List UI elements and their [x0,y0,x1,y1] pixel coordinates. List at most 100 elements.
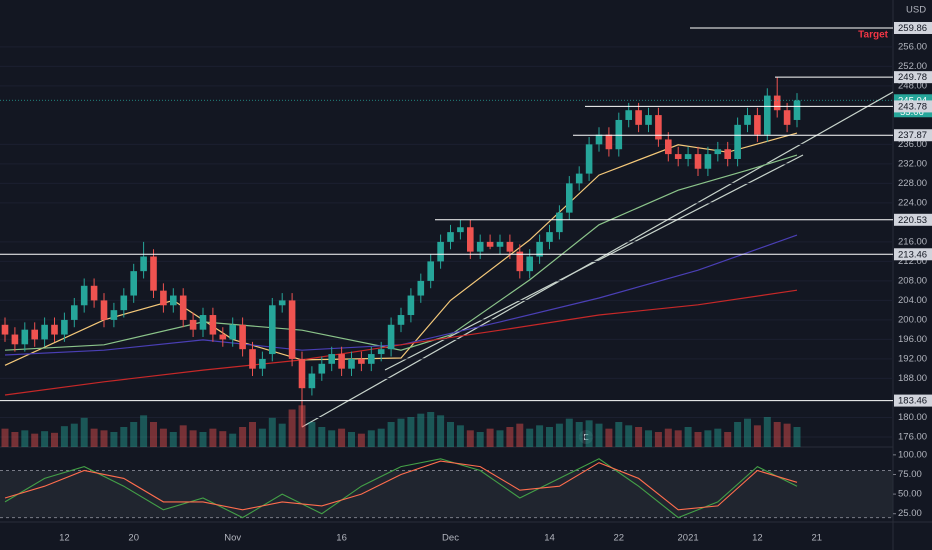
y-tick-label: 248.00 [898,80,927,91]
volume-bar [377,428,385,447]
volume-bar [674,430,682,447]
candle-body [476,241,484,252]
candle-body [516,251,524,272]
volume-bar [793,427,801,447]
volume-bar [120,427,128,447]
volume-bar [258,428,266,447]
candle-body [447,232,454,242]
candle-body [150,256,157,291]
volume-bar [328,430,336,447]
candle-body [427,261,434,281]
y-tick-label: 180.00 [898,412,927,423]
volume-bar [229,433,237,447]
volume-bar [189,430,197,447]
volume-bar [100,430,108,447]
level-label: 249.78 [898,72,927,83]
candle-body [179,295,187,320]
candle-body [61,319,68,335]
level-label: 213.46 [898,249,927,260]
candle-body [635,110,642,125]
volume-bar [496,430,504,447]
candle-body [130,271,137,296]
volume-bar [744,418,751,447]
candle-body [704,154,712,169]
volume-bar [130,422,138,447]
candle-body [41,324,48,340]
x-tick-label: Nov [224,533,241,544]
level-label-box [894,248,932,261]
volume-bar [605,428,613,447]
level-label: 243.78 [898,101,927,112]
moving-average [4,289,798,396]
volume-bar [357,433,365,447]
candle-body [90,285,98,301]
level-label-box [894,100,932,113]
candle-body [764,95,771,135]
candle-body [486,241,494,247]
candle-body [457,227,464,233]
y-tick-label: 192.00 [898,353,927,364]
volume-bar [1,428,9,447]
candle-body [298,358,306,389]
candle-body [377,349,385,355]
volume-bar [536,425,544,447]
candle-body [358,358,365,364]
y-tick-label: 212.00 [898,256,927,267]
volume-bar [51,432,58,447]
candle-body [585,144,593,174]
y-tick-label: 188.00 [898,373,927,384]
candle-body [546,232,553,242]
volume-bar [615,422,623,447]
candle-body [734,124,741,159]
x-tick-label: 2021 [678,533,699,544]
stoch-tick-label: 100.00 [898,449,927,460]
candle-body [526,256,533,272]
volume-bar [427,412,435,447]
y-tick-label: 176.00 [898,431,927,442]
candle-body [368,354,375,364]
volume-bar [268,417,276,447]
volume-bar [645,430,652,447]
candle-body [397,315,405,325]
volume-bar [476,432,484,447]
volume-bar [199,432,207,447]
x-tick-label: Dec [442,533,459,544]
volume-bar [734,422,742,447]
volume-bar [486,428,494,447]
level-label: 220.53 [898,215,927,226]
volume-bar [31,433,39,447]
x-tick-label: 16 [336,533,347,544]
volume-bar [664,428,672,447]
level-label-box [894,71,932,84]
volume-bar [704,430,712,447]
volume-bar [546,427,553,447]
level-label: 183.46 [898,396,927,407]
candle-body [21,329,29,345]
level-label: 259.86 [898,23,927,34]
stoch-tick-label: 50.00 [898,489,922,500]
volume-bar [219,431,227,447]
candle-body [655,115,662,140]
y-tick-label: 204.00 [898,295,927,306]
candle-body [31,329,38,340]
candle-body [694,154,702,169]
candle-body [724,149,731,159]
candle-body [615,119,623,150]
candle-body [575,173,583,184]
candle-body [259,358,266,369]
volume-bar [140,415,148,447]
candle-body [407,295,415,316]
x-tick-label: 12 [752,533,763,544]
volume-bar [367,430,375,447]
volume-bar [565,418,573,447]
candle-body [437,241,444,262]
volume-bar [338,428,346,447]
candle-body [51,324,58,335]
y-tick-label: 256.00 [898,41,927,52]
candle-body [318,363,326,374]
candle-body [645,115,652,125]
trend-line [384,154,804,371]
candle-body [71,305,78,320]
